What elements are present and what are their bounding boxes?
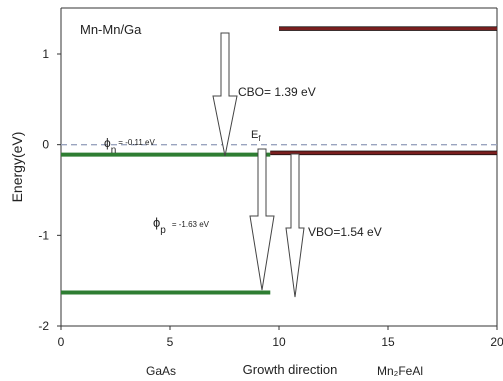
phi-p-value: = -1.63 eV	[172, 220, 210, 229]
band-lines	[61, 26, 497, 295]
phi-n-label: ϕn= -0.11 eV	[104, 136, 156, 156]
region-label-gaas: GaAs	[146, 364, 176, 378]
y-axis-label: Energy(eV)	[9, 132, 25, 203]
vbo-arrow	[285, 153, 305, 298]
y-tick-label: 1	[42, 47, 49, 61]
phi-n-subscript: n	[111, 145, 117, 156]
fermi-symbol: E	[251, 129, 258, 141]
phi-n-value: = -0.11 eV	[118, 138, 155, 147]
y-tick-label: -1	[38, 228, 49, 242]
y-tick-label: -2	[38, 319, 49, 333]
fermi-subscript: f	[258, 134, 261, 143]
x-tick-label: 5	[167, 335, 174, 349]
region-label-heusler: Mn₂FeAl	[377, 364, 423, 378]
x-tick-label: 0	[58, 335, 65, 349]
chart-title: Mn-Mn/Ga	[80, 22, 142, 37]
vbo-annotation: VBO=1.54 eV	[308, 225, 382, 239]
x-axis-label: Growth direction	[243, 362, 338, 377]
fermi-level-label: Ef	[251, 129, 261, 143]
phi-p-symbol: ϕ	[153, 215, 160, 230]
phi-p-label: ϕp = -1.63 eV	[153, 215, 210, 236]
x-tick-label: 20	[490, 335, 503, 349]
x-tick-label: 15	[381, 335, 395, 349]
phi-p-subscript: p	[160, 225, 166, 236]
y-tick-label: 0	[42, 138, 49, 152]
x-tick-label: 10	[272, 335, 286, 349]
cbo-annotation: CBO= 1.39 eV	[238, 85, 316, 99]
phi-p-arrow	[249, 148, 275, 291]
phi-n-symbol: ϕ	[104, 136, 111, 150]
cbo-arrow	[212, 32, 238, 157]
axis-ticks: 0 5 10 15 20 -2 -1 0 1	[38, 47, 503, 349]
